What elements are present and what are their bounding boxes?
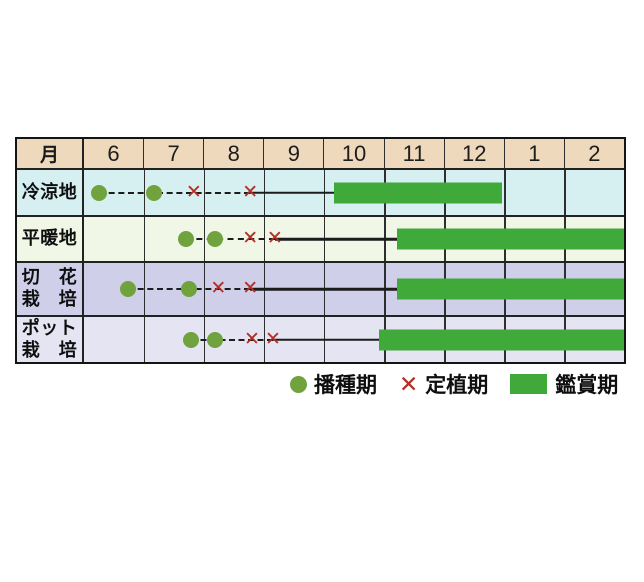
planting-cross-marker: ✕: [266, 228, 283, 250]
viewing-period-bar: [396, 278, 624, 300]
grid-line: [504, 170, 506, 215]
legend-item-planting: ✕ 定植期: [399, 369, 488, 399]
planting-cross-marker: ✕: [242, 278, 259, 300]
row-chart: ✕ ✕: [84, 263, 624, 315]
row-chart: ✕ ✕: [84, 170, 624, 215]
legend-label-sowing: 播種期: [314, 374, 377, 397]
connector-dashed-line: [190, 338, 273, 341]
legend-label-viewing: 鑑賞期: [555, 374, 619, 397]
month-header-cell: 8: [204, 139, 265, 168]
calendar-row: 平暖地 ✕ ✕: [17, 217, 624, 263]
row-chart: ✕ ✕: [84, 217, 624, 261]
viewing-bar-icon: [510, 374, 548, 394]
calendar-row: ポット栽 培 ✕ ✕: [17, 317, 624, 362]
row-label-line: 冷涼地: [21, 181, 78, 202]
sowing-dot-icon: [290, 375, 307, 393]
month-corner-label: 月: [17, 139, 84, 168]
sowing-dot-marker: [182, 331, 199, 348]
planting-cross-marker: ✕: [265, 328, 281, 350]
row-label-line: 栽 培: [21, 339, 78, 360]
connector-solid-line: [273, 338, 379, 341]
calendar-row: 冷涼地 ✕ ✕: [17, 170, 624, 217]
row-label: 平暖地: [17, 217, 84, 261]
month-header-cell: 7: [144, 139, 205, 168]
connector-solid-line: [274, 237, 397, 241]
connector-solid-line: [250, 191, 335, 194]
grid-line: [564, 170, 566, 215]
planting-cross-marker: ✕: [244, 328, 260, 350]
connector-dashed-line: [186, 238, 275, 240]
planting-cross-icon: ✕: [399, 370, 419, 397]
row-chart: ✕ ✕: [84, 317, 624, 362]
row-label-line: ポット: [21, 317, 78, 338]
month-header-cell: 1: [505, 139, 565, 168]
sowing-dot-marker: [207, 231, 224, 247]
row-label-line: 切 花: [21, 267, 78, 288]
planting-cross-marker: ✕: [242, 228, 259, 250]
viewing-period-bar: [396, 228, 624, 250]
row-label-line: 栽 培: [21, 289, 78, 309]
month-header-cell: 10: [324, 139, 385, 168]
cultivation-calendar-table: 月 6 7 8 9 10 11 12 1 2 冷涼地 ✕ ✕ 平暖地 ✕ ✕ 切 花栽 培 ✕ ✕ ポット栽 培 ✕…: [15, 137, 626, 364]
month-header-cell: 9: [264, 139, 325, 168]
planting-cross-marker: ✕: [210, 278, 227, 300]
month-header-cell: 2: [588, 140, 601, 166]
month-header-cell: 12: [445, 139, 505, 168]
row-label-line: 平暖地: [21, 228, 78, 249]
calendar-rows: 冷涼地 ✕ ✕ 平暖地 ✕ ✕ 切 花栽 培 ✕ ✕ ポット栽 培 ✕ ✕: [17, 170, 624, 362]
grid-line: [143, 317, 146, 362]
row-label: 冷涼地: [17, 170, 84, 215]
sowing-dot-marker: [180, 281, 197, 297]
legend: 播種期 ✕ 定植期 鑑賞期: [290, 369, 618, 399]
planting-cross-marker: ✕: [242, 181, 259, 203]
month-header-cell: 6: [84, 139, 145, 168]
sowing-dot-marker: [146, 184, 163, 201]
sowing-dot-marker: [120, 281, 137, 297]
grid-line: [143, 217, 146, 261]
viewing-period-bar: [378, 329, 624, 350]
sowing-dot-marker: [178, 231, 194, 247]
row-label: ポット栽 培: [17, 317, 84, 362]
viewing-period-bar: [334, 182, 503, 203]
month-header-cell: 11: [385, 139, 445, 168]
legend-label-planting: 定植期: [425, 374, 489, 397]
sowing-dot-marker: [207, 331, 224, 348]
legend-item-viewing: 鑑賞期: [510, 369, 618, 399]
planting-cross-marker: ✕: [185, 181, 202, 203]
calendar-row: 切 花栽 培 ✕ ✕: [17, 263, 624, 317]
legend-item-sowing: 播種期: [290, 369, 377, 399]
row-label: 切 花栽 培: [17, 263, 84, 315]
month-header-row: 月 6 7 8 9 10 11 12 1 2: [17, 139, 624, 170]
connector-dashed-line: [99, 191, 251, 194]
sowing-dot-marker: [91, 184, 107, 201]
connector-solid-line: [250, 287, 397, 291]
